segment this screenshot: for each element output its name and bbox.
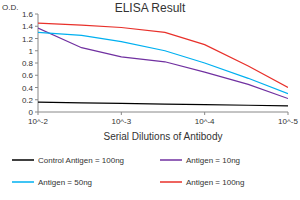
legend-label: Antigen = 100ng bbox=[186, 178, 245, 187]
series-line bbox=[38, 32, 288, 93]
y-tick-label: 1.4 bbox=[22, 22, 34, 31]
y-tick-label: 0.2 bbox=[22, 96, 34, 105]
x-tick bbox=[121, 112, 122, 115]
x-tick-label: 10^-5 bbox=[278, 117, 298, 126]
legend-swatch bbox=[12, 159, 34, 161]
x-tick-label: 10^-2 bbox=[28, 117, 48, 126]
x-tick bbox=[288, 112, 289, 115]
y-label: O.D. bbox=[2, 3, 18, 12]
legend-swatch bbox=[160, 181, 182, 183]
series-line bbox=[38, 23, 288, 87]
y-tick bbox=[35, 38, 38, 39]
x-tick-label: 10^-4 bbox=[195, 117, 215, 126]
y-tick-label: 1 bbox=[29, 47, 34, 56]
x-tick bbox=[38, 112, 39, 115]
y-tick bbox=[35, 26, 38, 27]
y-tick-label: 0.4 bbox=[22, 84, 34, 93]
plot-area bbox=[38, 23, 288, 106]
x-label: Serial Dilutions of Antibody bbox=[104, 131, 223, 142]
y-tick-label: 0.6 bbox=[22, 71, 34, 80]
y-tick bbox=[35, 75, 38, 76]
title: ELISA Result bbox=[115, 1, 186, 15]
series-line bbox=[38, 102, 288, 106]
y-tick-label: 0.8 bbox=[22, 59, 34, 68]
legend-swatch bbox=[12, 181, 34, 183]
legend-swatch bbox=[160, 159, 182, 161]
x-tick bbox=[204, 112, 205, 115]
y-tick bbox=[35, 14, 38, 15]
y-tick bbox=[35, 63, 38, 64]
y-tick-label: 0 bbox=[29, 108, 34, 117]
y-tick-label: 1.2 bbox=[22, 35, 34, 44]
legend-label: Antigen = 10ng bbox=[186, 156, 240, 165]
x-tick-label: 10^-3 bbox=[111, 117, 131, 126]
y-tick bbox=[35, 50, 38, 51]
x-axis bbox=[38, 112, 288, 113]
y-tick-label: 1.6 bbox=[22, 10, 34, 19]
y-tick bbox=[35, 87, 38, 88]
chart: ELISA Result O.D. 0 0.2 0.4 0.6 0.8 1 1.2 1.4 1.6 1… bbox=[0, 0, 300, 200]
series-line bbox=[38, 28, 288, 98]
y-tick bbox=[35, 99, 38, 100]
legend-label: Control Antigen = 100ng bbox=[38, 156, 124, 165]
legend-label: Antigen = 50ng bbox=[38, 178, 92, 187]
